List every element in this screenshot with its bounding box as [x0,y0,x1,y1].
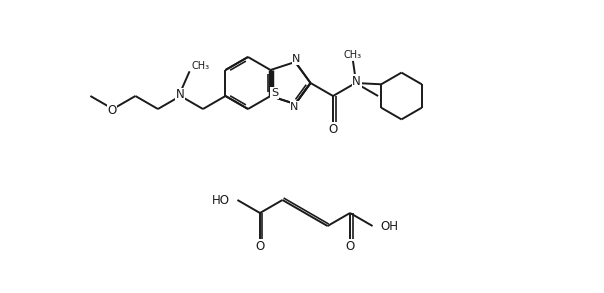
Text: N: N [290,102,298,112]
Text: S: S [271,88,278,98]
Text: N: N [352,74,361,88]
Text: O: O [329,122,338,135]
Text: O: O [255,241,265,253]
Text: O: O [345,241,355,253]
Text: O: O [108,103,117,117]
Text: OH: OH [381,219,399,233]
Text: N: N [176,88,185,101]
Text: HO: HO [211,193,230,207]
Text: CH₃: CH₃ [191,61,210,71]
Text: CH₃: CH₃ [344,50,362,60]
Text: N: N [292,54,300,64]
